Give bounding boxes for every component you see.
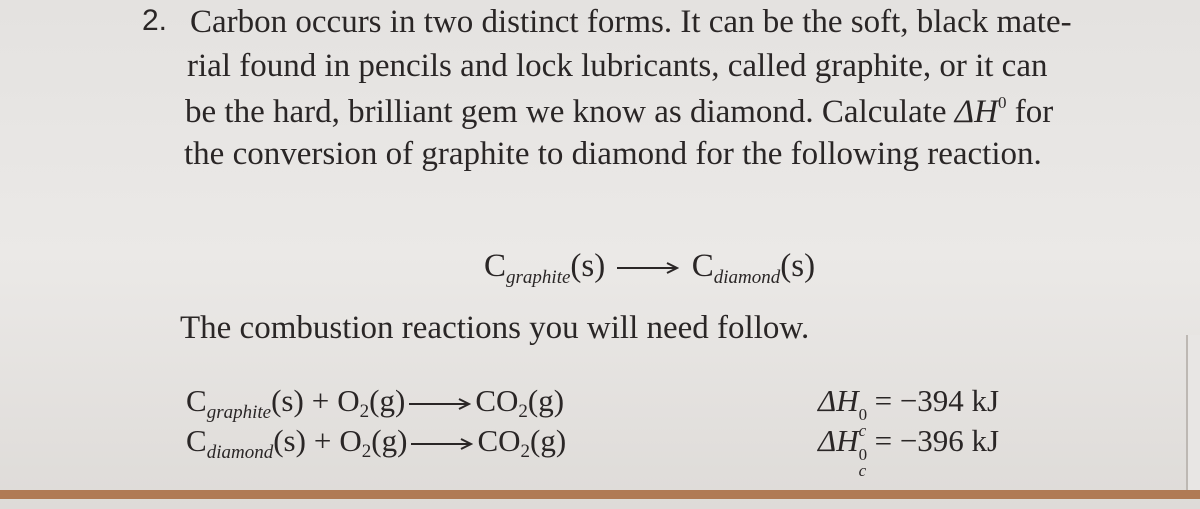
state: (s) [271, 383, 304, 418]
subscript: diamond [206, 442, 274, 463]
text: be the hard, brilliant gem we know as di… [185, 94, 955, 130]
state: (s) [273, 423, 306, 458]
symbol: O [339, 423, 362, 458]
combustion-reaction: Cgraphite(s) + O2(g) CO2(g) [186, 385, 564, 422]
plus: + [313, 423, 332, 458]
superscript: 0 [858, 405, 868, 424]
state: (g) [369, 383, 406, 418]
enthalpy-value: = −394 kJ [874, 383, 1000, 418]
divider [0, 490, 1200, 499]
superscript: 0 [858, 445, 868, 464]
arrow [617, 262, 680, 275]
enthalpy-value: = −396 kJ [874, 423, 1000, 458]
symbol: CO [475, 383, 519, 418]
state: (g) [530, 423, 567, 458]
instruction: The combustion reactions you will need f… [180, 310, 810, 346]
subscript: diamond [713, 267, 781, 288]
text-line: rial found in pencils and lock lubricant… [187, 48, 1048, 84]
arrow [409, 397, 472, 410]
symbol: C [186, 423, 207, 458]
text-line: Carbon occurs in two distinct forms. It … [190, 4, 1072, 40]
plus: + [311, 383, 330, 418]
state: (g) [527, 383, 565, 418]
text-line: the conversion of graphite to diamond fo… [184, 136, 1042, 172]
main-reaction: Cgraphite(s) Cdiamond(s) [484, 248, 816, 288]
subscript: 2 [359, 401, 370, 422]
subscript: 2 [518, 401, 528, 422]
text: for [1006, 94, 1054, 130]
problem-number: 2. [142, 4, 168, 37]
subscript: graphite [506, 267, 571, 288]
enthalpy: ΔH 0 c = −394 kJ [818, 383, 1000, 440]
symbol: CO [477, 423, 521, 458]
subscript: graphite [206, 402, 272, 423]
symbol: ΔH [818, 423, 859, 458]
arrow [411, 437, 474, 450]
subscript: c [858, 421, 867, 440]
superscript: 0 [997, 93, 1007, 112]
symbol: C [186, 383, 207, 418]
subscript: 2 [361, 441, 372, 462]
state: (s) [570, 248, 606, 284]
subscript: c [858, 461, 867, 480]
state: (s) [780, 248, 816, 284]
symbol: C [484, 248, 507, 284]
symbol: O [337, 383, 360, 418]
combustion-reaction: Cdiamond(s) + O2(g) CO2(g) [186, 425, 566, 462]
state: (g) [371, 423, 408, 458]
text-line: be the hard, brilliant gem we know as di… [185, 94, 1053, 129]
symbol: ΔH [818, 383, 859, 418]
page-edge [1186, 335, 1200, 490]
subscript: 2 [520, 441, 531, 462]
symbol: C [691, 248, 714, 284]
symbol: ΔH [954, 94, 998, 130]
enthalpy: ΔH 0 c = −396 kJ [818, 423, 1000, 480]
